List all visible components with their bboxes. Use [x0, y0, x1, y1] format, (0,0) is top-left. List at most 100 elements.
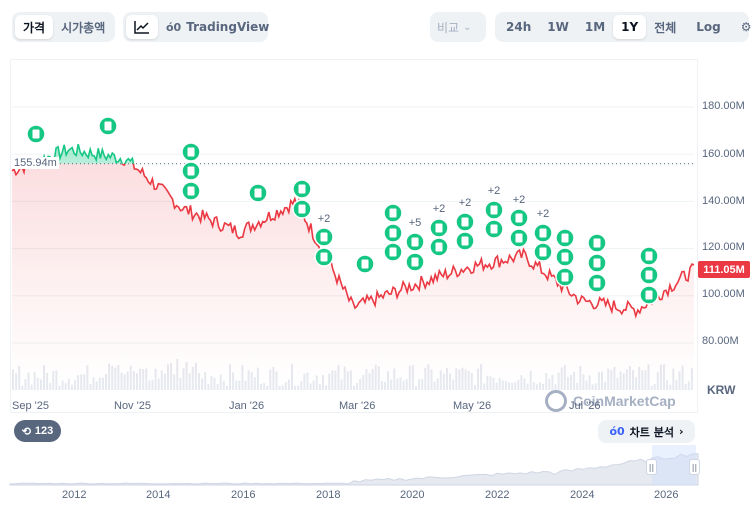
volume-bar	[325, 385, 328, 390]
navigator-right-handle[interactable]: ||	[689, 459, 700, 475]
volume-bar	[207, 383, 210, 390]
volume-bar	[260, 383, 262, 390]
volume-bar	[340, 379, 343, 390]
volume-bar	[356, 383, 359, 390]
volume-bar	[687, 381, 690, 390]
volume-bar	[151, 379, 154, 390]
volume-bar	[294, 385, 297, 390]
compare-dropdown[interactable]: 비교 ⌄	[430, 12, 486, 42]
chevron-down-icon: ⌄	[463, 21, 472, 33]
volume-bar	[489, 376, 492, 390]
volume-bar	[49, 382, 52, 390]
volume-bar	[566, 377, 569, 390]
volume-bar	[89, 384, 92, 390]
event-group-badge[interactable]: +2	[459, 197, 472, 209]
navigator-year: 2020	[400, 489, 425, 501]
chart-analysis-button[interactable]: ó0 차트 분석 ›	[598, 420, 695, 443]
range-1y[interactable]: 1Y	[613, 15, 647, 39]
volume-bar	[318, 383, 321, 390]
volume-bar	[24, 379, 27, 390]
price-chart[interactable]: +2 +5 +2 +2 +2 +2 +2 155.94m 180.00M 160.00M 1…	[0, 56, 755, 416]
x-tick-label: Jan '26	[229, 400, 265, 412]
navigator-left-handle[interactable]: ||	[646, 459, 657, 475]
volume-bar	[535, 384, 538, 390]
history-icon: ⟲	[21, 425, 31, 438]
document-icon	[361, 259, 369, 269]
volume-bar	[101, 377, 104, 390]
volume-bar	[253, 377, 256, 390]
volume-bar	[36, 377, 39, 390]
document-icon	[389, 208, 397, 218]
event-count-button[interactable]: ⟲ 123	[14, 420, 61, 442]
document-icon	[490, 224, 498, 234]
document-icon	[645, 290, 653, 300]
document-icon	[490, 205, 498, 215]
document-icon	[187, 147, 195, 157]
event-group-badge[interactable]: +2	[513, 194, 526, 206]
volume-bar	[287, 379, 290, 390]
volume-bar	[312, 380, 315, 390]
event-markers: +2 +5 +2 +2 +2 +2 +2	[26, 116, 659, 305]
document-icon	[561, 252, 569, 262]
range-24h[interactable]: 24h	[506, 20, 532, 34]
navigator-year: 2026	[654, 489, 679, 501]
document-icon	[539, 228, 547, 238]
market-cap-tab[interactable]: 시가총액	[61, 20, 106, 35]
navigator-year: 2018	[316, 489, 341, 501]
volume-bar	[684, 383, 687, 390]
volume-bar	[418, 379, 421, 390]
volume-bar	[399, 377, 402, 390]
document-icon	[187, 166, 195, 176]
volume-bar	[548, 378, 551, 390]
range-all[interactable]: 전체	[654, 20, 677, 35]
currency-label: KRW	[707, 383, 736, 397]
event-group-badge[interactable]: +2	[318, 213, 331, 225]
x-tick-label: May '26	[453, 400, 492, 412]
settings-button[interactable]: ⚙	[733, 15, 755, 39]
x-tick-label: Jul '26	[569, 400, 601, 412]
y-tick-label: 80.00M	[702, 335, 739, 347]
volume-bar	[263, 383, 266, 390]
document-icon	[389, 247, 397, 257]
volume-bar	[58, 385, 61, 390]
coinmarketcap-logo-icon	[545, 390, 567, 412]
document-icon	[254, 188, 262, 198]
price-tab[interactable]: 가격	[15, 15, 54, 39]
range-1w[interactable]: 1W	[547, 20, 569, 34]
log-toggle[interactable]: Log	[696, 20, 721, 34]
volume-bar	[353, 385, 355, 390]
event-group-badge[interactable]: +2	[433, 203, 446, 215]
document-icon	[593, 278, 601, 288]
range-1m[interactable]: 1M	[584, 20, 606, 34]
volume-bar	[492, 377, 495, 390]
volume-bar	[635, 377, 638, 390]
volume-bar	[415, 385, 417, 390]
volume-bar	[359, 378, 362, 390]
watermark-text: CoinMarketCap	[573, 393, 676, 409]
volume-bar	[523, 378, 526, 390]
line-chart-button[interactable]	[126, 15, 158, 39]
x-tick-label: Nov '25	[114, 400, 151, 412]
price-chart-svg: +2 +5 +2 +2 +2 +2 +2	[11, 106, 695, 390]
volume-bar	[30, 384, 33, 390]
document-icon	[32, 129, 40, 139]
volume-bar	[483, 383, 486, 390]
document-icon	[389, 228, 397, 238]
volume-bar	[238, 380, 241, 390]
volume-bar	[225, 385, 228, 390]
volume-bar	[39, 379, 42, 390]
compare-label: 비교	[437, 20, 460, 35]
event-group-badge[interactable]: +5	[409, 217, 422, 229]
candle-icon: ó0	[166, 20, 182, 34]
document-icon	[645, 251, 653, 261]
tradingview-button[interactable]: ó0 TradingView	[158, 15, 277, 39]
navigator-selection[interactable]	[652, 445, 696, 485]
document-icon	[645, 270, 653, 280]
volume-bar	[70, 384, 73, 390]
event-group-badge[interactable]: +2	[488, 185, 501, 197]
volume-bar	[157, 378, 160, 390]
volume-bar	[514, 382, 517, 390]
range-navigator[interactable]	[9, 445, 699, 486]
y-tick-label: 140.00M	[702, 195, 745, 207]
event-group-badge[interactable]: +2	[537, 208, 550, 220]
